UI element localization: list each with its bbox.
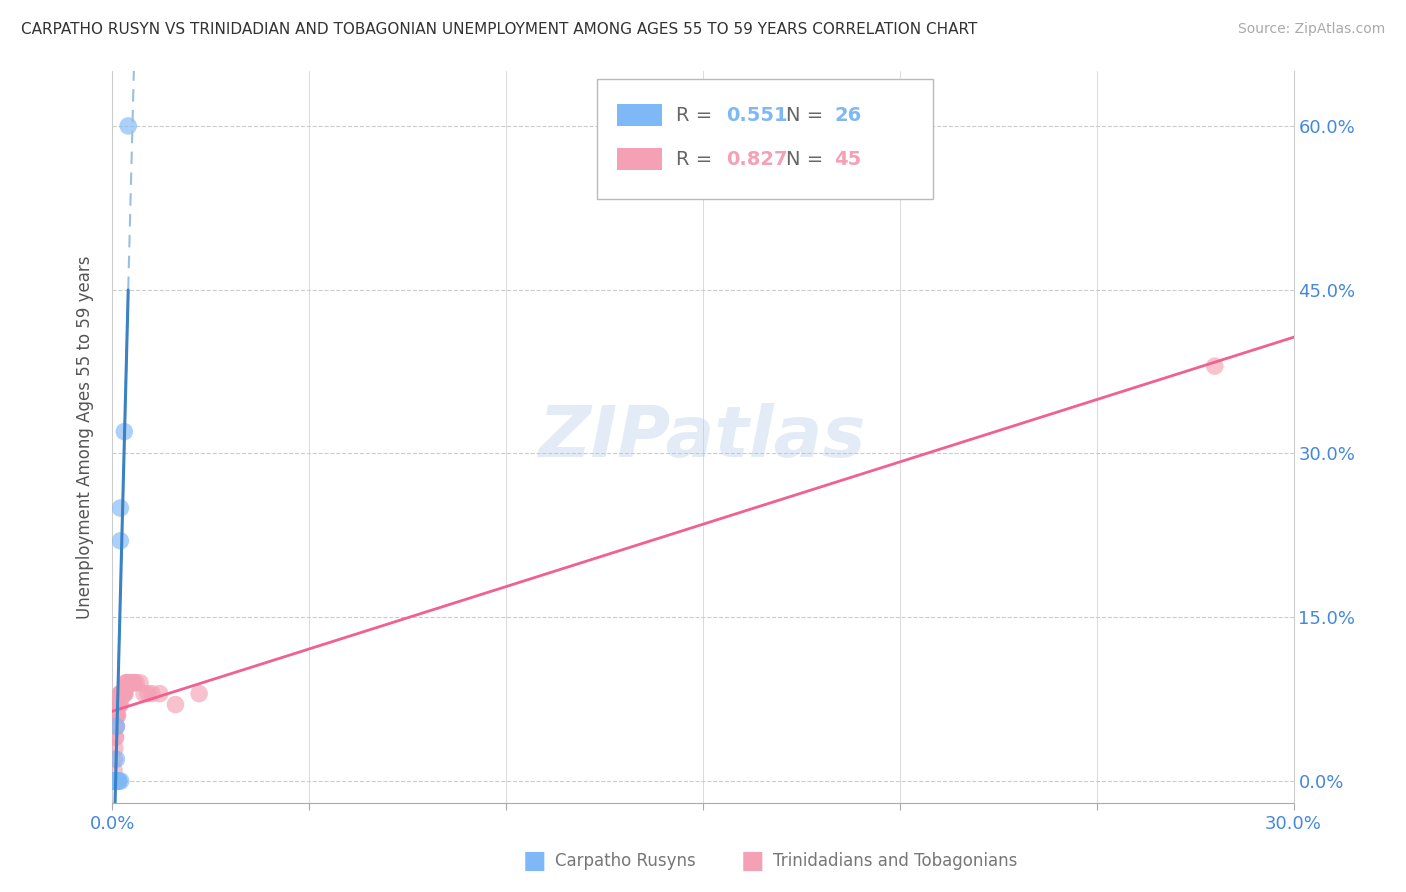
Point: [110, 687, 132, 701]
Point: [104, 774, 127, 789]
Point: [103, 763, 125, 777]
Point: [104, 731, 127, 745]
Point: [103, 752, 125, 766]
Bar: [617, 148, 662, 170]
Point: [132, 687, 155, 701]
Text: ZIPatlas: ZIPatlas: [540, 402, 866, 472]
Point: [107, 698, 129, 712]
Point: [103, 774, 125, 789]
Point: [105, 719, 128, 733]
Bar: [617, 104, 662, 127]
Point: [104, 774, 127, 789]
Point: [188, 687, 211, 701]
Point: [117, 675, 139, 690]
Point: [107, 774, 129, 789]
Point: [104, 741, 127, 756]
Text: 0.551: 0.551: [727, 106, 789, 125]
Point: [103, 774, 125, 789]
Point: [129, 675, 152, 690]
Point: [110, 501, 132, 516]
Text: N =: N =: [786, 106, 830, 125]
Point: [107, 708, 129, 723]
Text: ■: ■: [523, 849, 546, 872]
Point: [107, 774, 129, 789]
Point: [115, 675, 138, 690]
Point: [121, 675, 143, 690]
FancyBboxPatch shape: [596, 78, 934, 200]
Point: [110, 533, 132, 548]
Point: [111, 687, 134, 701]
Point: [107, 774, 129, 789]
Point: [115, 675, 138, 690]
Point: [103, 774, 125, 789]
Point: [105, 774, 128, 789]
Point: [121, 675, 143, 690]
Point: [108, 698, 131, 712]
Point: [105, 774, 128, 789]
Point: [136, 687, 159, 701]
Point: [110, 687, 132, 701]
Text: Source: ZipAtlas.com: Source: ZipAtlas.com: [1237, 22, 1385, 37]
Point: [125, 675, 148, 690]
Point: [149, 687, 172, 701]
Point: [117, 119, 139, 133]
Point: [112, 687, 135, 701]
Point: [122, 675, 145, 690]
Text: N =: N =: [786, 150, 830, 169]
Point: [112, 687, 135, 701]
Y-axis label: Unemployment Among Ages 55 to 59 years: Unemployment Among Ages 55 to 59 years: [76, 255, 94, 619]
Text: 0.827: 0.827: [727, 150, 789, 169]
Point: [104, 774, 127, 789]
Point: [103, 774, 125, 789]
Point: [105, 719, 128, 733]
Point: [110, 774, 132, 789]
Point: [103, 774, 125, 789]
Point: [105, 774, 128, 789]
Point: [103, 774, 125, 789]
Point: [104, 774, 127, 789]
Point: [107, 698, 129, 712]
Point: [1204, 359, 1226, 373]
Point: [105, 719, 128, 733]
Text: Carpatho Rusyns: Carpatho Rusyns: [555, 852, 696, 870]
Point: [105, 708, 128, 723]
Text: Trinidadians and Tobagonians: Trinidadians and Tobagonians: [773, 852, 1018, 870]
Point: [103, 774, 125, 789]
Point: [105, 752, 128, 766]
Text: 45: 45: [834, 150, 862, 169]
Point: [112, 425, 135, 439]
Text: CARPATHO RUSYN VS TRINIDADIAN AND TOBAGONIAN UNEMPLOYMENT AMONG AGES 55 TO 59 YE: CARPATHO RUSYN VS TRINIDADIAN AND TOBAGO…: [21, 22, 977, 37]
Point: [104, 731, 127, 745]
Point: [111, 687, 134, 701]
Point: [118, 675, 141, 690]
Point: [104, 774, 127, 789]
Point: [105, 708, 128, 723]
Point: [112, 687, 135, 701]
Point: [120, 675, 142, 690]
Text: R =: R =: [676, 106, 718, 125]
Point: [114, 687, 136, 701]
Point: [105, 708, 128, 723]
Point: [105, 774, 128, 789]
Point: [117, 675, 139, 690]
Point: [165, 698, 187, 712]
Point: [141, 687, 163, 701]
Point: [104, 774, 127, 789]
Text: ■: ■: [741, 849, 763, 872]
Point: [110, 698, 132, 712]
Text: 26: 26: [834, 106, 862, 125]
Point: [107, 698, 129, 712]
Point: [107, 774, 129, 789]
Point: [110, 687, 132, 701]
Text: R =: R =: [676, 150, 718, 169]
